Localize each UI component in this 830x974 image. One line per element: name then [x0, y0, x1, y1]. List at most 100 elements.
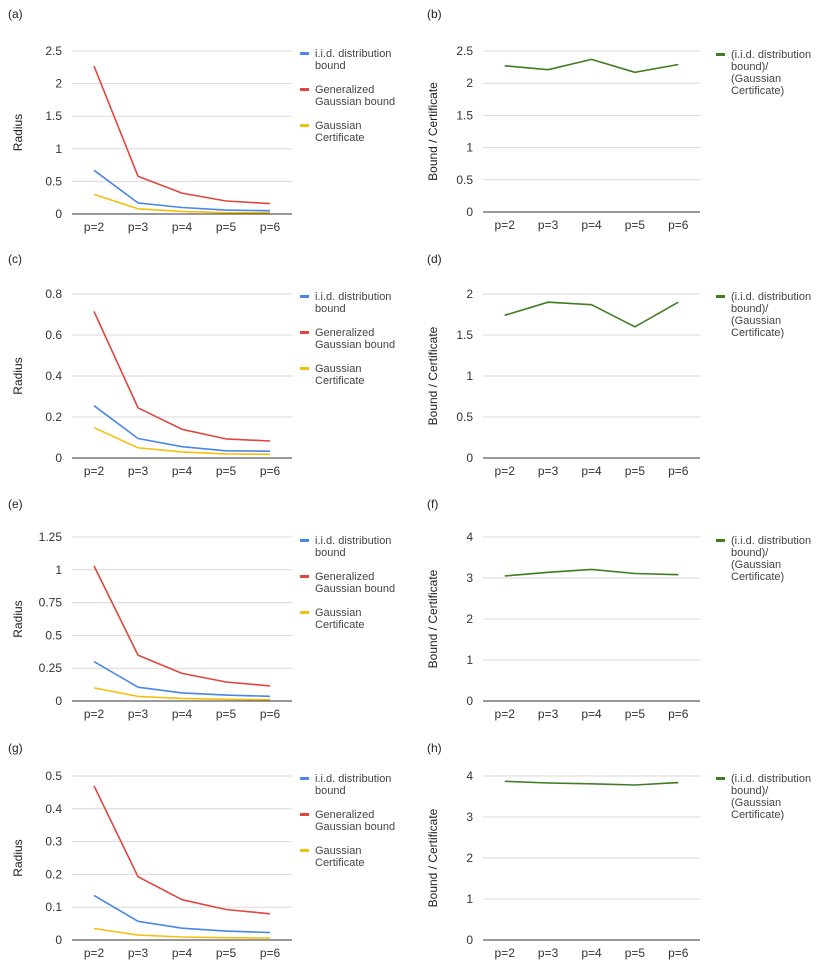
panel-e-ytick-label: 0.5 [45, 628, 62, 642]
panel-h-ytick-label: 4 [466, 769, 473, 783]
panel-d-xtick-label: p=6 [668, 464, 689, 478]
panel-e-legend-text: Generalized [315, 571, 374, 583]
panel-e-label: (e) [8, 497, 23, 511]
panel-a-series-line-generalized-gaussian-bound [93, 65, 271, 205]
panel-e-legend-swatch [300, 611, 309, 614]
panel-d-series-line-i-i-d-distribution-bound-gaussian-certificate [504, 301, 679, 328]
panel-e-ytick-label: 0.25 [39, 661, 63, 675]
panel-e-xtick-label: p=6 [260, 707, 281, 721]
panel-a-legend-text: i.i.d. distribution [315, 48, 391, 60]
panel-a-legend-swatch [300, 88, 309, 91]
panel-f-series-line-i-i-d-distribution-bound-gaussian-certificate [504, 568, 679, 577]
panel-a-ytick-label: 1.5 [45, 109, 62, 123]
panel-f-ytick-label: 4 [466, 530, 473, 544]
panel-e-xtick-label: p=2 [84, 707, 105, 721]
panel-f-legend-text: (Gaussian [731, 559, 781, 571]
panel-c-legend-text: Gaussian [315, 363, 361, 375]
panel-e-xtick-label: p=4 [172, 707, 193, 721]
panel-a-legend-text: Generalized [315, 84, 374, 96]
panel-b-legend-text: (Gaussian [731, 73, 781, 85]
panel-h-legend-text: (i.i.d. distribution [731, 773, 811, 785]
panel-h-xtick-label: p=5 [625, 946, 646, 960]
panel-e-legend-text: i.i.d. distribution [315, 535, 391, 547]
panel-d-ytick-label: 0 [466, 451, 473, 465]
panel-h-ylabel: Bound / Certificate [426, 808, 440, 907]
panel-b-ytick-label: 1.5 [456, 108, 473, 122]
panel-f-label: (f) [427, 497, 438, 511]
panel-g-ytick-label: 0.1 [45, 900, 62, 914]
panel-f-xtick-label: p=6 [668, 707, 689, 721]
panel-a-legend-text: Gaussian [315, 120, 361, 132]
panel-c-series-line-gaussian-certificate [93, 426, 271, 456]
panel-b-xtick-label: p=6 [668, 218, 689, 232]
panel-c-ytick-label: 0.4 [45, 369, 62, 383]
panel-a-ytick-label: 0 [55, 207, 62, 221]
panel-f-ytick-label: 2 [466, 612, 473, 626]
panel-a-legend-text: Gaussian bound [315, 96, 395, 108]
panel-g-series-line-i-i-d-distribution-bound [93, 894, 271, 934]
panel-d-legend-swatch [716, 295, 725, 298]
panel-c-legend-text: Generalized [315, 327, 374, 339]
panel-e-legend-text: Gaussian bound [315, 583, 395, 595]
panel-g-series-line-gaussian-certificate [93, 927, 271, 939]
panel-g-legend-text: Gaussian [315, 845, 361, 857]
panel-h-legend-text: bound)/ [731, 785, 769, 797]
panel-h-ytick-label: 3 [466, 810, 473, 824]
panel-b-legend-text: (i.i.d. distribution [731, 49, 811, 61]
panel-a-series-line-gaussian-certificate [93, 193, 270, 214]
panel-c-xtick-label: p=5 [216, 464, 237, 478]
panel-c-series-line-generalized-gaussian-bound [93, 311, 271, 442]
panel-b-ytick-label: 0 [466, 205, 473, 219]
panel-b-legend-text: Certificate) [731, 85, 784, 97]
panel-e-series-line-i-i-d-distribution-bound [93, 660, 271, 698]
panel-c-legend-swatch [300, 331, 309, 334]
panel-c-xtick-label: p=6 [260, 464, 281, 478]
panel-d-legend-text: bound)/ [731, 303, 769, 315]
panel-g-legend-text: Gaussian bound [315, 821, 395, 833]
panel-e-ytick-label: 0.75 [39, 596, 63, 610]
panel-g-xtick-label: p=3 [128, 946, 149, 960]
panel-g-legend-text: bound [315, 785, 346, 797]
panel-d-ylabel: Bound / Certificate [426, 326, 440, 425]
panel-b-xtick-label: p=2 [495, 218, 516, 232]
panel-d-label: (d) [427, 252, 442, 266]
panel-g-ylabel: Radius [11, 839, 25, 876]
panel-c-legend-swatch [300, 295, 309, 298]
panel-g-xtick-label: p=6 [260, 946, 281, 960]
panel-a-xtick-label: p=4 [172, 220, 193, 234]
panel-e-legend-swatch [300, 575, 309, 578]
panel-h-xtick-label: p=4 [581, 946, 602, 960]
panel-e-ytick-label: 0 [55, 694, 62, 708]
panel-c-legend-swatch [300, 367, 309, 370]
panel-c-ytick-label: 0.8 [45, 287, 62, 301]
panel-f-legend-text: (i.i.d. distribution [731, 535, 811, 547]
panel-c-ytick-label: 0.6 [45, 328, 62, 342]
panel-g-xtick-label: p=2 [84, 946, 105, 960]
panel-d-xtick-label: p=4 [581, 464, 602, 478]
panel-g-legend-swatch [300, 849, 309, 852]
panel-b-legend-text: bound)/ [731, 61, 769, 73]
panel-c-series-line-i-i-d-distribution-bound [93, 405, 271, 452]
panel-a-legend-swatch [300, 124, 309, 127]
panel-e-xtick-label: p=5 [216, 707, 237, 721]
panel-h-ytick-label: 1 [466, 892, 473, 906]
panel-c-legend-text: bound [315, 303, 346, 315]
panel-c-label: (c) [8, 252, 22, 266]
panel-d-xtick-label: p=3 [538, 464, 559, 478]
panel-g-ytick-label: 0.2 [45, 867, 62, 881]
panel-c-ylabel: Radius [11, 357, 25, 394]
panel-e-legend-text: bound [315, 547, 346, 559]
panel-f-legend-text: Certificate) [731, 571, 784, 583]
panel-f-ylabel: Bound / Certificate [426, 569, 440, 668]
panel-f-xtick-label: p=2 [495, 707, 516, 721]
panel-e-legend-swatch [300, 539, 309, 542]
panel-c-ytick-label: 0 [55, 451, 62, 465]
panel-e-series-line-generalized-gaussian-bound [93, 565, 271, 687]
panel-f-ytick-label: 0 [466, 694, 473, 708]
panel-g-ytick-label: 0.4 [45, 802, 62, 816]
panel-d-xtick-label: p=2 [495, 464, 516, 478]
panel-a-legend-text: bound [315, 60, 346, 72]
panel-g-ytick-label: 0.5 [45, 769, 62, 783]
